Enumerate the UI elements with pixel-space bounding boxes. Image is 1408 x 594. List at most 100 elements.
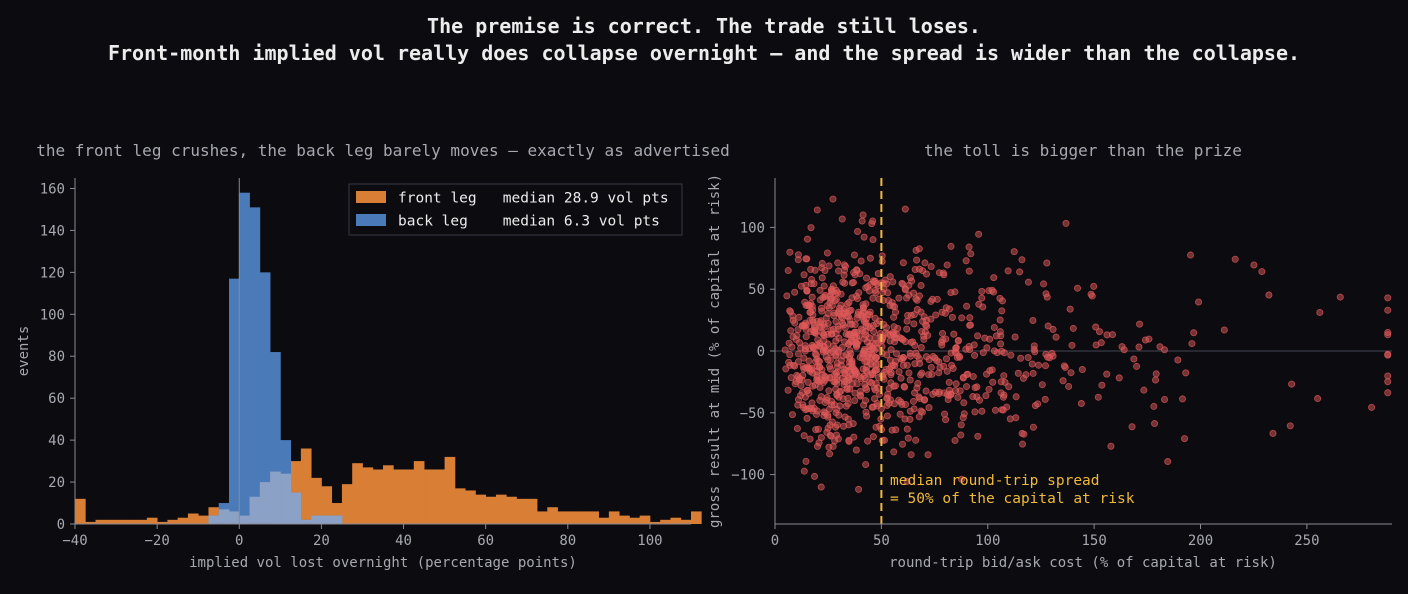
legend-swatch-back: [356, 214, 386, 226]
front-leg-bar: [85, 521, 96, 524]
scatter-point: [891, 303, 899, 311]
scatter-point: [1250, 261, 1258, 269]
y-tick-label: 160: [40, 181, 65, 197]
figure-title-line-1: The premise is correct. The trade still …: [427, 14, 981, 38]
scatter-point: [804, 378, 812, 386]
front-leg-bar: [495, 494, 507, 524]
scatter-point: [787, 327, 795, 335]
scatter-point: [913, 256, 921, 264]
scatter-point: [869, 294, 877, 302]
scatter-point: [997, 332, 1005, 340]
scatter-y-ticks: −100 −50 0 50 100: [731, 220, 775, 484]
scatter-point: [1286, 422, 1294, 430]
scatter-point: [1384, 294, 1392, 302]
scatter-point: [825, 262, 833, 270]
front-leg-bar: [598, 517, 610, 524]
scatter-point: [840, 422, 848, 430]
scatter-point: [869, 217, 877, 225]
front-leg-bar: [146, 517, 158, 524]
scatter-point: [941, 309, 949, 317]
y-tick-label: 140: [40, 223, 65, 239]
scatter-point: [940, 362, 948, 370]
x-tick-label: −20: [144, 533, 169, 549]
scatter-point: [871, 395, 879, 403]
scatter-point: [850, 433, 858, 441]
scatter-point: [1120, 346, 1128, 354]
scatter-point: [888, 426, 896, 434]
scatter-point: [834, 322, 842, 330]
scatter-point: [841, 262, 849, 270]
scatter-point: [1092, 323, 1100, 331]
scatter-point: [813, 410, 821, 418]
scatter-point: [947, 242, 955, 250]
scatter-point: [1130, 355, 1138, 363]
back-leg-bar: [239, 192, 250, 525]
scatter-point: [957, 421, 965, 429]
front-leg-bar: [629, 517, 641, 524]
scatter-point: [907, 311, 915, 319]
y-tick-label: 0: [57, 517, 65, 533]
scatter-point: [861, 328, 869, 336]
scatter-point: [1044, 322, 1052, 330]
y-tick-label: 60: [48, 391, 65, 407]
scatter-point: [974, 432, 982, 440]
scatter-point: [1029, 369, 1037, 377]
scatter-point: [901, 205, 909, 213]
x-tick-label: 100: [637, 533, 662, 549]
scatter-point: [1094, 393, 1102, 401]
scatter-point: [869, 433, 877, 441]
y-tick-label: −100: [731, 468, 765, 484]
scatter-point: [999, 406, 1007, 414]
scatter-point: [805, 357, 813, 365]
back-leg-bar: [270, 352, 281, 524]
scatter-point: [978, 294, 986, 302]
scatter-point: [846, 346, 854, 354]
scatter-point: [924, 451, 932, 459]
scatter-point: [794, 256, 802, 264]
scatter-point: [816, 319, 824, 327]
scatter-point: [887, 346, 895, 354]
overlap-bar: [321, 515, 333, 524]
scatter-panel: the toll is bigger than the prize median…: [707, 141, 1392, 571]
scatter-point: [864, 283, 872, 291]
scatter-point: [1012, 414, 1020, 422]
scatter-point: [837, 357, 845, 365]
scatter-point: [997, 340, 1005, 348]
scatter-point: [862, 461, 870, 469]
scatter-point: [815, 363, 823, 371]
scatter-point: [818, 264, 826, 272]
scatter-point: [890, 448, 898, 456]
x-tick-label: 50: [873, 533, 890, 549]
back-leg-bar: [229, 278, 240, 524]
y-tick-label: 80: [48, 349, 65, 365]
scatter-point: [899, 440, 907, 448]
scatter-point: [872, 289, 880, 297]
scatter-point: [910, 289, 918, 297]
scatter-point: [982, 392, 990, 400]
scatter-point: [797, 282, 805, 290]
scatter-point: [827, 286, 835, 294]
scatter-point: [850, 251, 858, 259]
scatter-point: [788, 411, 796, 419]
front-leg-bar: [393, 469, 404, 524]
scatter-point: [863, 274, 871, 282]
scatter-point: [983, 344, 991, 352]
scatter-point: [922, 387, 930, 395]
scatter-point: [912, 295, 920, 303]
scatter-point: [914, 380, 922, 388]
scatter-point: [925, 404, 933, 412]
scatter-point: [960, 410, 968, 418]
back-leg-bar: [259, 272, 271, 524]
scatter-point: [947, 349, 955, 357]
scatter-y-label: gross result at mid (% of capital at ris…: [707, 174, 723, 528]
scatter-point: [844, 415, 852, 423]
scatter-point: [925, 356, 933, 364]
scatter-point: [942, 355, 950, 363]
scatter-point: [845, 352, 853, 360]
scatter-x-label: round-trip bid/ask cost (% of capital at…: [889, 555, 1277, 571]
scatter-point: [821, 398, 829, 406]
scatter-point: [949, 364, 957, 372]
scatter-point: [904, 434, 912, 442]
scatter-point: [966, 321, 974, 329]
front-leg-bar: [578, 511, 589, 524]
